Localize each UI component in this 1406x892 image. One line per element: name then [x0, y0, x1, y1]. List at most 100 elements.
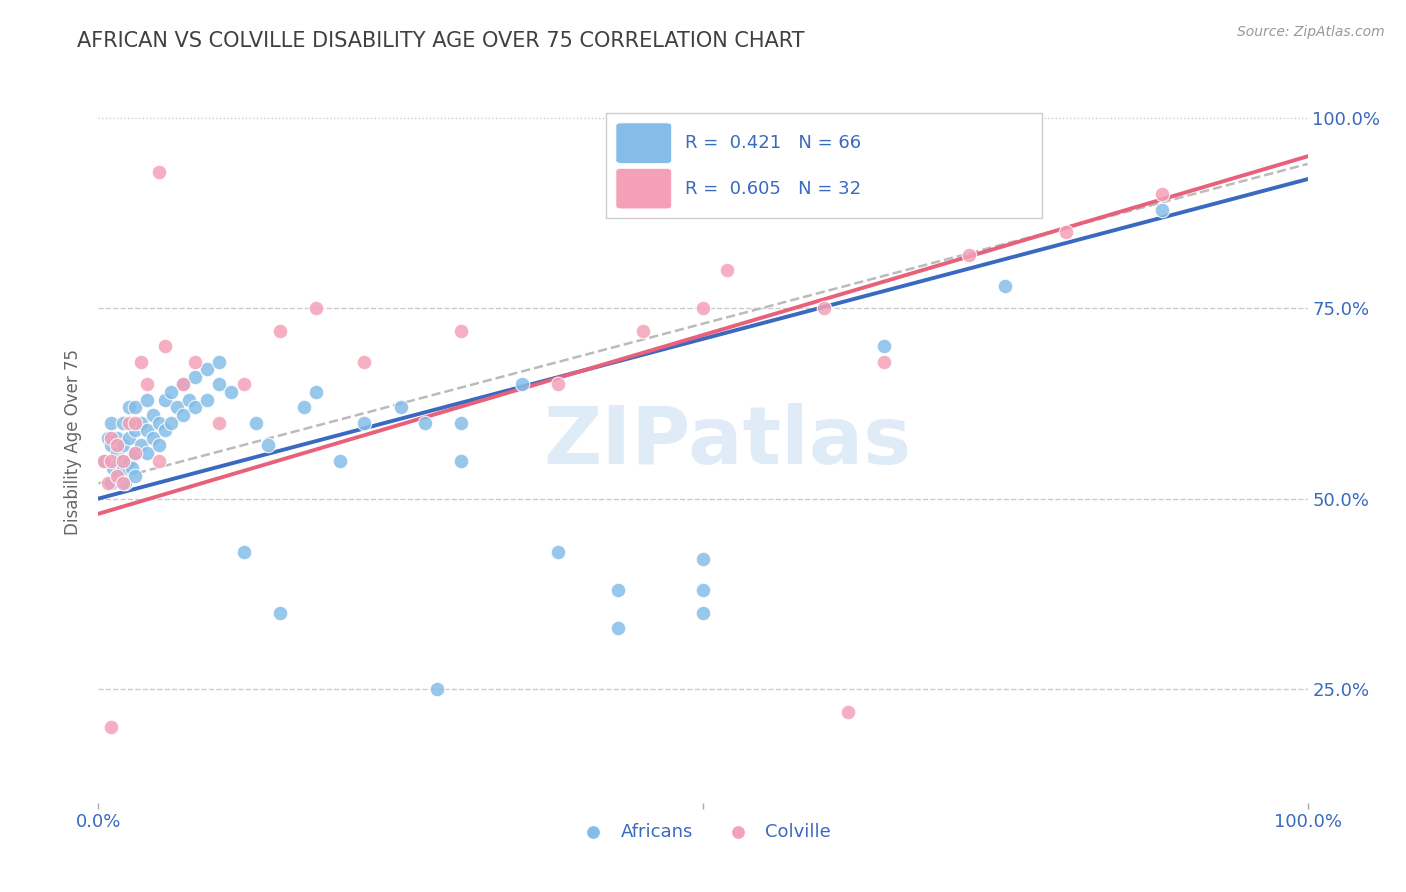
Point — [1152, 202, 1174, 217]
Point — [111, 461, 134, 475]
Point — [269, 324, 291, 338]
Point — [692, 552, 714, 566]
Point — [450, 453, 472, 467]
Point — [292, 401, 315, 415]
Point — [124, 401, 146, 415]
Point — [837, 705, 859, 719]
Point — [692, 582, 714, 597]
Point — [129, 416, 152, 430]
FancyBboxPatch shape — [606, 112, 1042, 218]
Point — [329, 453, 352, 467]
Y-axis label: Disability Age Over 75: Disability Age Over 75 — [65, 349, 83, 534]
Point — [160, 416, 183, 430]
FancyBboxPatch shape — [616, 123, 672, 163]
Point — [957, 248, 980, 262]
Point — [105, 446, 128, 460]
Point — [232, 377, 254, 392]
Point — [135, 392, 157, 407]
Point — [184, 401, 207, 415]
Point — [426, 681, 449, 696]
Text: R =  0.421   N = 66: R = 0.421 N = 66 — [685, 134, 860, 153]
Point — [101, 461, 124, 475]
Point — [129, 354, 152, 368]
Point — [153, 339, 176, 353]
Point — [208, 377, 231, 392]
Point — [547, 545, 569, 559]
FancyBboxPatch shape — [616, 169, 672, 209]
Point — [105, 468, 128, 483]
Point — [100, 438, 122, 452]
Point — [124, 468, 146, 483]
Point — [121, 461, 143, 475]
Point — [111, 453, 134, 467]
Point — [269, 606, 291, 620]
Point — [135, 377, 157, 392]
Point — [100, 476, 122, 491]
Point — [160, 385, 183, 400]
Point — [221, 385, 243, 400]
Point — [135, 423, 157, 437]
Point — [148, 416, 170, 430]
Point — [716, 263, 738, 277]
Point — [118, 453, 141, 467]
Point — [124, 446, 146, 460]
Point — [142, 431, 165, 445]
Point — [124, 416, 146, 430]
Point — [510, 377, 533, 392]
Point — [353, 416, 375, 430]
Point — [100, 416, 122, 430]
Point — [172, 377, 194, 392]
Point — [124, 423, 146, 437]
Point — [208, 354, 231, 368]
Point — [135, 446, 157, 460]
Point — [166, 401, 188, 415]
Point — [100, 453, 122, 467]
Point — [93, 453, 115, 467]
Point — [105, 438, 128, 452]
Text: R =  0.605   N = 32: R = 0.605 N = 32 — [685, 179, 860, 198]
Point — [1152, 187, 1174, 202]
Point — [547, 377, 569, 392]
Point — [111, 476, 134, 491]
Point — [413, 416, 436, 430]
Point — [114, 476, 136, 491]
Point — [172, 377, 194, 392]
Point — [93, 453, 115, 467]
Point — [148, 453, 170, 467]
Point — [153, 392, 176, 407]
Point — [450, 324, 472, 338]
Text: AFRICAN VS COLVILLE DISABILITY AGE OVER 75 CORRELATION CHART: AFRICAN VS COLVILLE DISABILITY AGE OVER … — [77, 31, 804, 51]
Point — [108, 453, 131, 467]
Point — [692, 301, 714, 316]
Point — [111, 416, 134, 430]
Point — [142, 408, 165, 422]
Text: Source: ZipAtlas.com: Source: ZipAtlas.com — [1237, 25, 1385, 39]
Legend: Africans, Colville: Africans, Colville — [568, 815, 838, 848]
Point — [1054, 226, 1077, 240]
Point — [195, 392, 218, 407]
Point — [148, 438, 170, 452]
Point — [184, 354, 207, 368]
Point — [118, 431, 141, 445]
Point — [100, 431, 122, 445]
Text: ZIPatlas: ZIPatlas — [543, 402, 911, 481]
Point — [813, 301, 835, 316]
Point — [179, 392, 201, 407]
Point — [184, 370, 207, 384]
Point — [100, 720, 122, 734]
Point — [353, 354, 375, 368]
Point — [111, 438, 134, 452]
Point — [631, 324, 654, 338]
Point — [124, 446, 146, 460]
Point — [607, 621, 630, 635]
Point — [105, 468, 128, 483]
Point — [256, 438, 278, 452]
Point — [450, 416, 472, 430]
Point — [389, 401, 412, 415]
Point — [873, 354, 896, 368]
Point — [873, 339, 896, 353]
Point — [305, 301, 328, 316]
Point — [97, 431, 120, 445]
Point — [153, 423, 176, 437]
Point — [232, 545, 254, 559]
